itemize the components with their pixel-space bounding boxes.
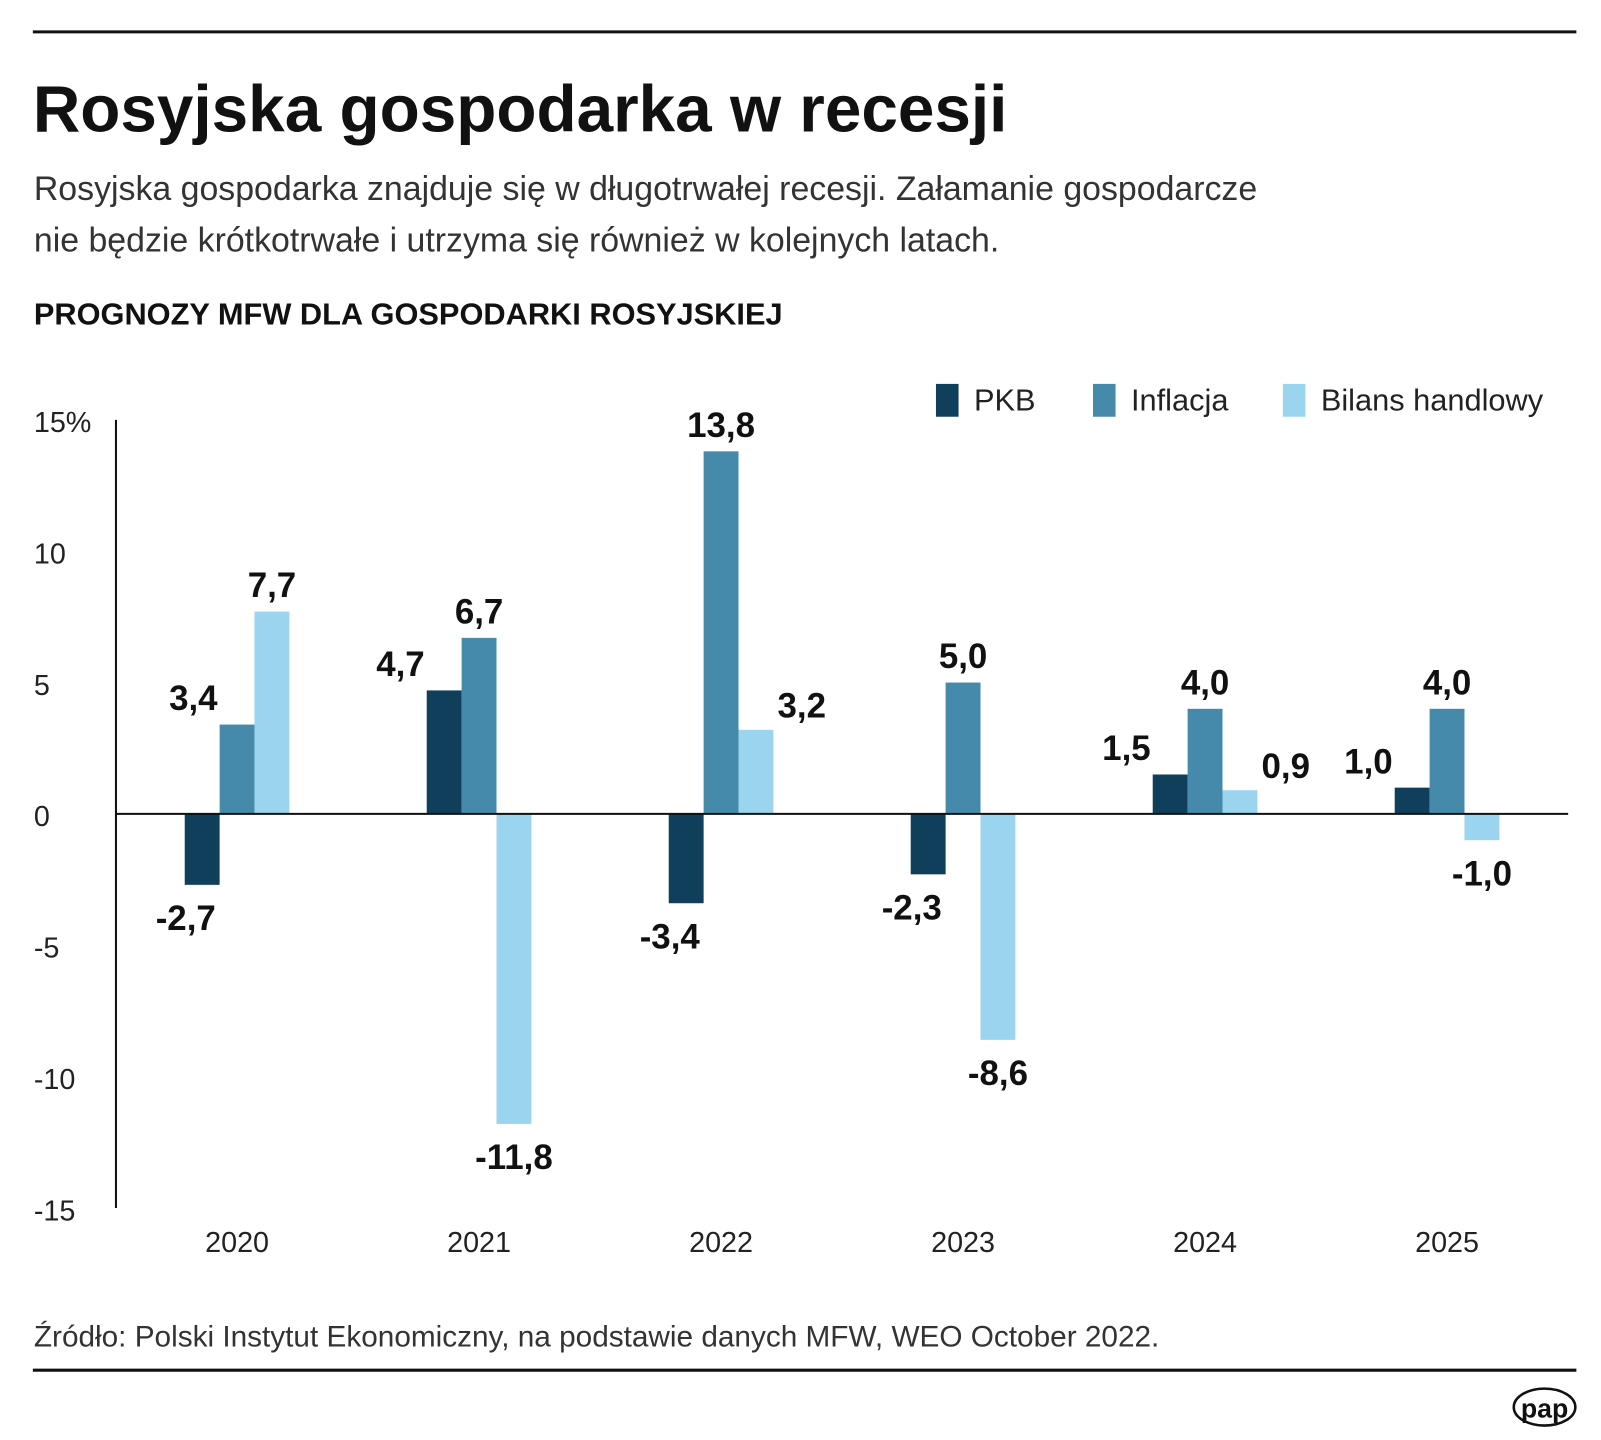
chart-title: PROGNOZY MFW DLA GOSPODARKI ROSYJSKIEJ (34, 296, 783, 331)
data-label: 13,8 (687, 406, 755, 445)
data-label: 4,0 (1423, 663, 1471, 702)
bar-pkb-2021 (426, 690, 462, 814)
x-axis-ticks: 2020 2021 2022 2023 2024 2025 (205, 1227, 1479, 1259)
bar-inflacja-2023 (945, 682, 981, 814)
subtitle-line-1: Rosyjska gospodarka znajduje się w długo… (34, 170, 1257, 208)
x-tick-label: 2024 (1173, 1227, 1237, 1259)
bar-pkb-2024 (1152, 774, 1188, 814)
bar-bilans-handlowy-2025 (1464, 813, 1500, 841)
data-label: 1,5 (1102, 729, 1150, 768)
bar-inflacja-2020 (219, 724, 255, 814)
data-label: 1,0 (1344, 742, 1392, 781)
page-title: Rosyjska gospodarka w recesji (33, 72, 1008, 145)
data-label: -2,7 (156, 899, 216, 938)
x-tick-label: 2023 (931, 1227, 995, 1259)
legend-swatch (1282, 383, 1306, 417)
y-tick-label: 10 (34, 538, 66, 570)
bars (184, 451, 1500, 1124)
data-label: -8,6 (968, 1054, 1028, 1093)
data-labels: -2,7 3,4 7,7 4,7 6,7 -11,8 -3,4 13,8 3,2 -2,3 5,0 -… (156, 406, 1512, 1177)
y-axis-ticks: 15% 10 5 0 -5 -10 -15 (34, 407, 91, 1227)
legend-label: Inflacja (1131, 383, 1229, 418)
data-label: 5,0 (939, 637, 987, 676)
x-tick-label: 2022 (689, 1227, 753, 1259)
y-tick-label: 0 (34, 801, 50, 833)
bar-bilans-handlowy-2021 (496, 813, 532, 1124)
y-tick-label: -10 (34, 1064, 76, 1096)
bar-bilans-handlowy-2020 (254, 611, 290, 814)
legend-swatch (1092, 383, 1116, 417)
y-tick-label: 5 (34, 670, 50, 702)
data-label: 6,7 (455, 593, 503, 632)
legend: PKB Inflacja Bilans handlowy (935, 383, 1544, 418)
data-label: -2,3 (882, 888, 942, 927)
bar-inflacja-2022 (703, 451, 739, 814)
bar-inflacja-2025 (1429, 708, 1465, 814)
x-tick-label: 2021 (447, 1227, 511, 1259)
bar-pkb-2023 (910, 813, 946, 875)
data-label: 3,4 (169, 679, 218, 718)
bar-bilans-handlowy-2023 (980, 813, 1016, 1040)
data-label: 7,7 (248, 566, 296, 605)
data-label: -3,4 (640, 917, 701, 956)
data-label: 4,7 (376, 645, 424, 684)
data-label: 3,2 (778, 687, 826, 726)
data-label: -1,0 (1452, 854, 1512, 893)
x-tick-label: 2025 (1415, 1227, 1479, 1259)
bar-inflacja-2024 (1187, 708, 1223, 814)
data-label: 4,0 (1181, 663, 1229, 702)
x-tick-label: 2020 (205, 1227, 269, 1259)
y-tick-label: -5 (34, 933, 60, 965)
svg-text:pap: pap (1521, 1393, 1568, 1423)
data-label: -11,8 (475, 1138, 553, 1177)
subtitle-line-2: nie będzie krótkotrwałe i utrzyma się ró… (34, 222, 999, 260)
legend-swatch (935, 383, 959, 417)
bar-bilans-handlowy-2024 (1222, 790, 1258, 814)
legend-label: Bilans handlowy (1321, 383, 1544, 418)
bar-pkb-2025 (1394, 787, 1430, 814)
y-tick-label: 15% (34, 407, 91, 439)
bar-inflacja-2021 (461, 637, 497, 814)
y-tick-label: -15 (34, 1195, 76, 1227)
legend-label: PKB (974, 383, 1036, 418)
bar-pkb-2022 (668, 813, 704, 904)
data-label: 0,9 (1262, 747, 1310, 786)
bar-bilans-handlowy-2022 (738, 729, 774, 814)
bar-pkb-2020 (184, 813, 220, 885)
pap-logo: pap (1512, 1387, 1577, 1427)
source-note: Źródło: Polski Instytut Ekonomiczny, na … (34, 1321, 1159, 1354)
